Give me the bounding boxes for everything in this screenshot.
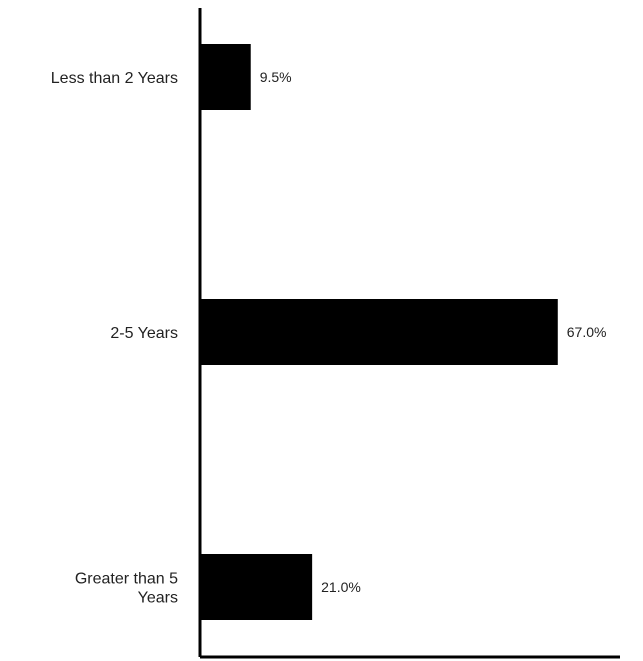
value-label-1: 67.0%: [567, 324, 607, 340]
category-label-line: Less than 2 Years: [51, 70, 178, 87]
value-labels-group: 9.5% 67.0% 21.0%: [260, 69, 607, 595]
category-label-line: Years: [138, 590, 178, 607]
bar-1: [200, 299, 558, 365]
category-label-line: Greater than 5: [75, 571, 178, 588]
bars-group: [200, 44, 558, 620]
category-label-1: 2-5 Years: [110, 325, 178, 342]
bar-2: [200, 554, 313, 620]
value-label-0: 9.5%: [260, 69, 292, 85]
bar-0: [200, 44, 251, 110]
category-labels-group: Less than 2 Years 2-5 Years Greater than 5…: [51, 70, 178, 607]
category-label-0: Less than 2 Years: [51, 70, 178, 87]
category-label-line: 2-5 Years: [110, 325, 178, 342]
category-label-2: Greater than 5 Years: [75, 571, 178, 607]
value-label-2: 21.0%: [321, 579, 361, 595]
